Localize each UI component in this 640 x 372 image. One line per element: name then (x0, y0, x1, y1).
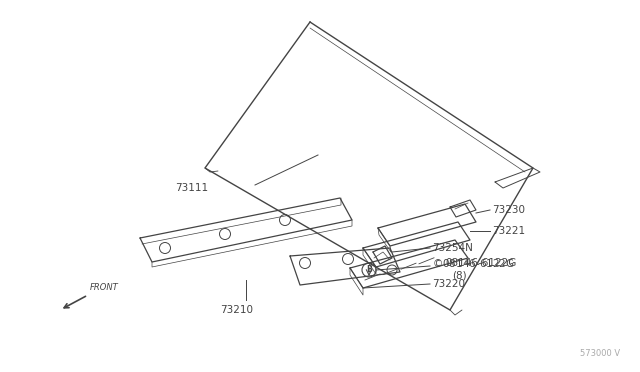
Text: 573000 V: 573000 V (580, 349, 620, 358)
Text: 73254N: 73254N (432, 243, 473, 253)
Text: 73210: 73210 (220, 305, 253, 315)
Text: FRONT: FRONT (90, 283, 119, 292)
Text: 73111: 73111 (175, 183, 208, 193)
Text: 73230: 73230 (492, 205, 525, 215)
Text: B: B (366, 266, 372, 275)
Text: (8): (8) (452, 271, 467, 281)
Text: 73220: 73220 (432, 279, 465, 289)
Text: $\copyright$08146-6122G: $\copyright$08146-6122G (432, 257, 515, 269)
Text: 08146-6122G: 08146-6122G (445, 258, 516, 268)
Text: 73221: 73221 (492, 226, 525, 236)
